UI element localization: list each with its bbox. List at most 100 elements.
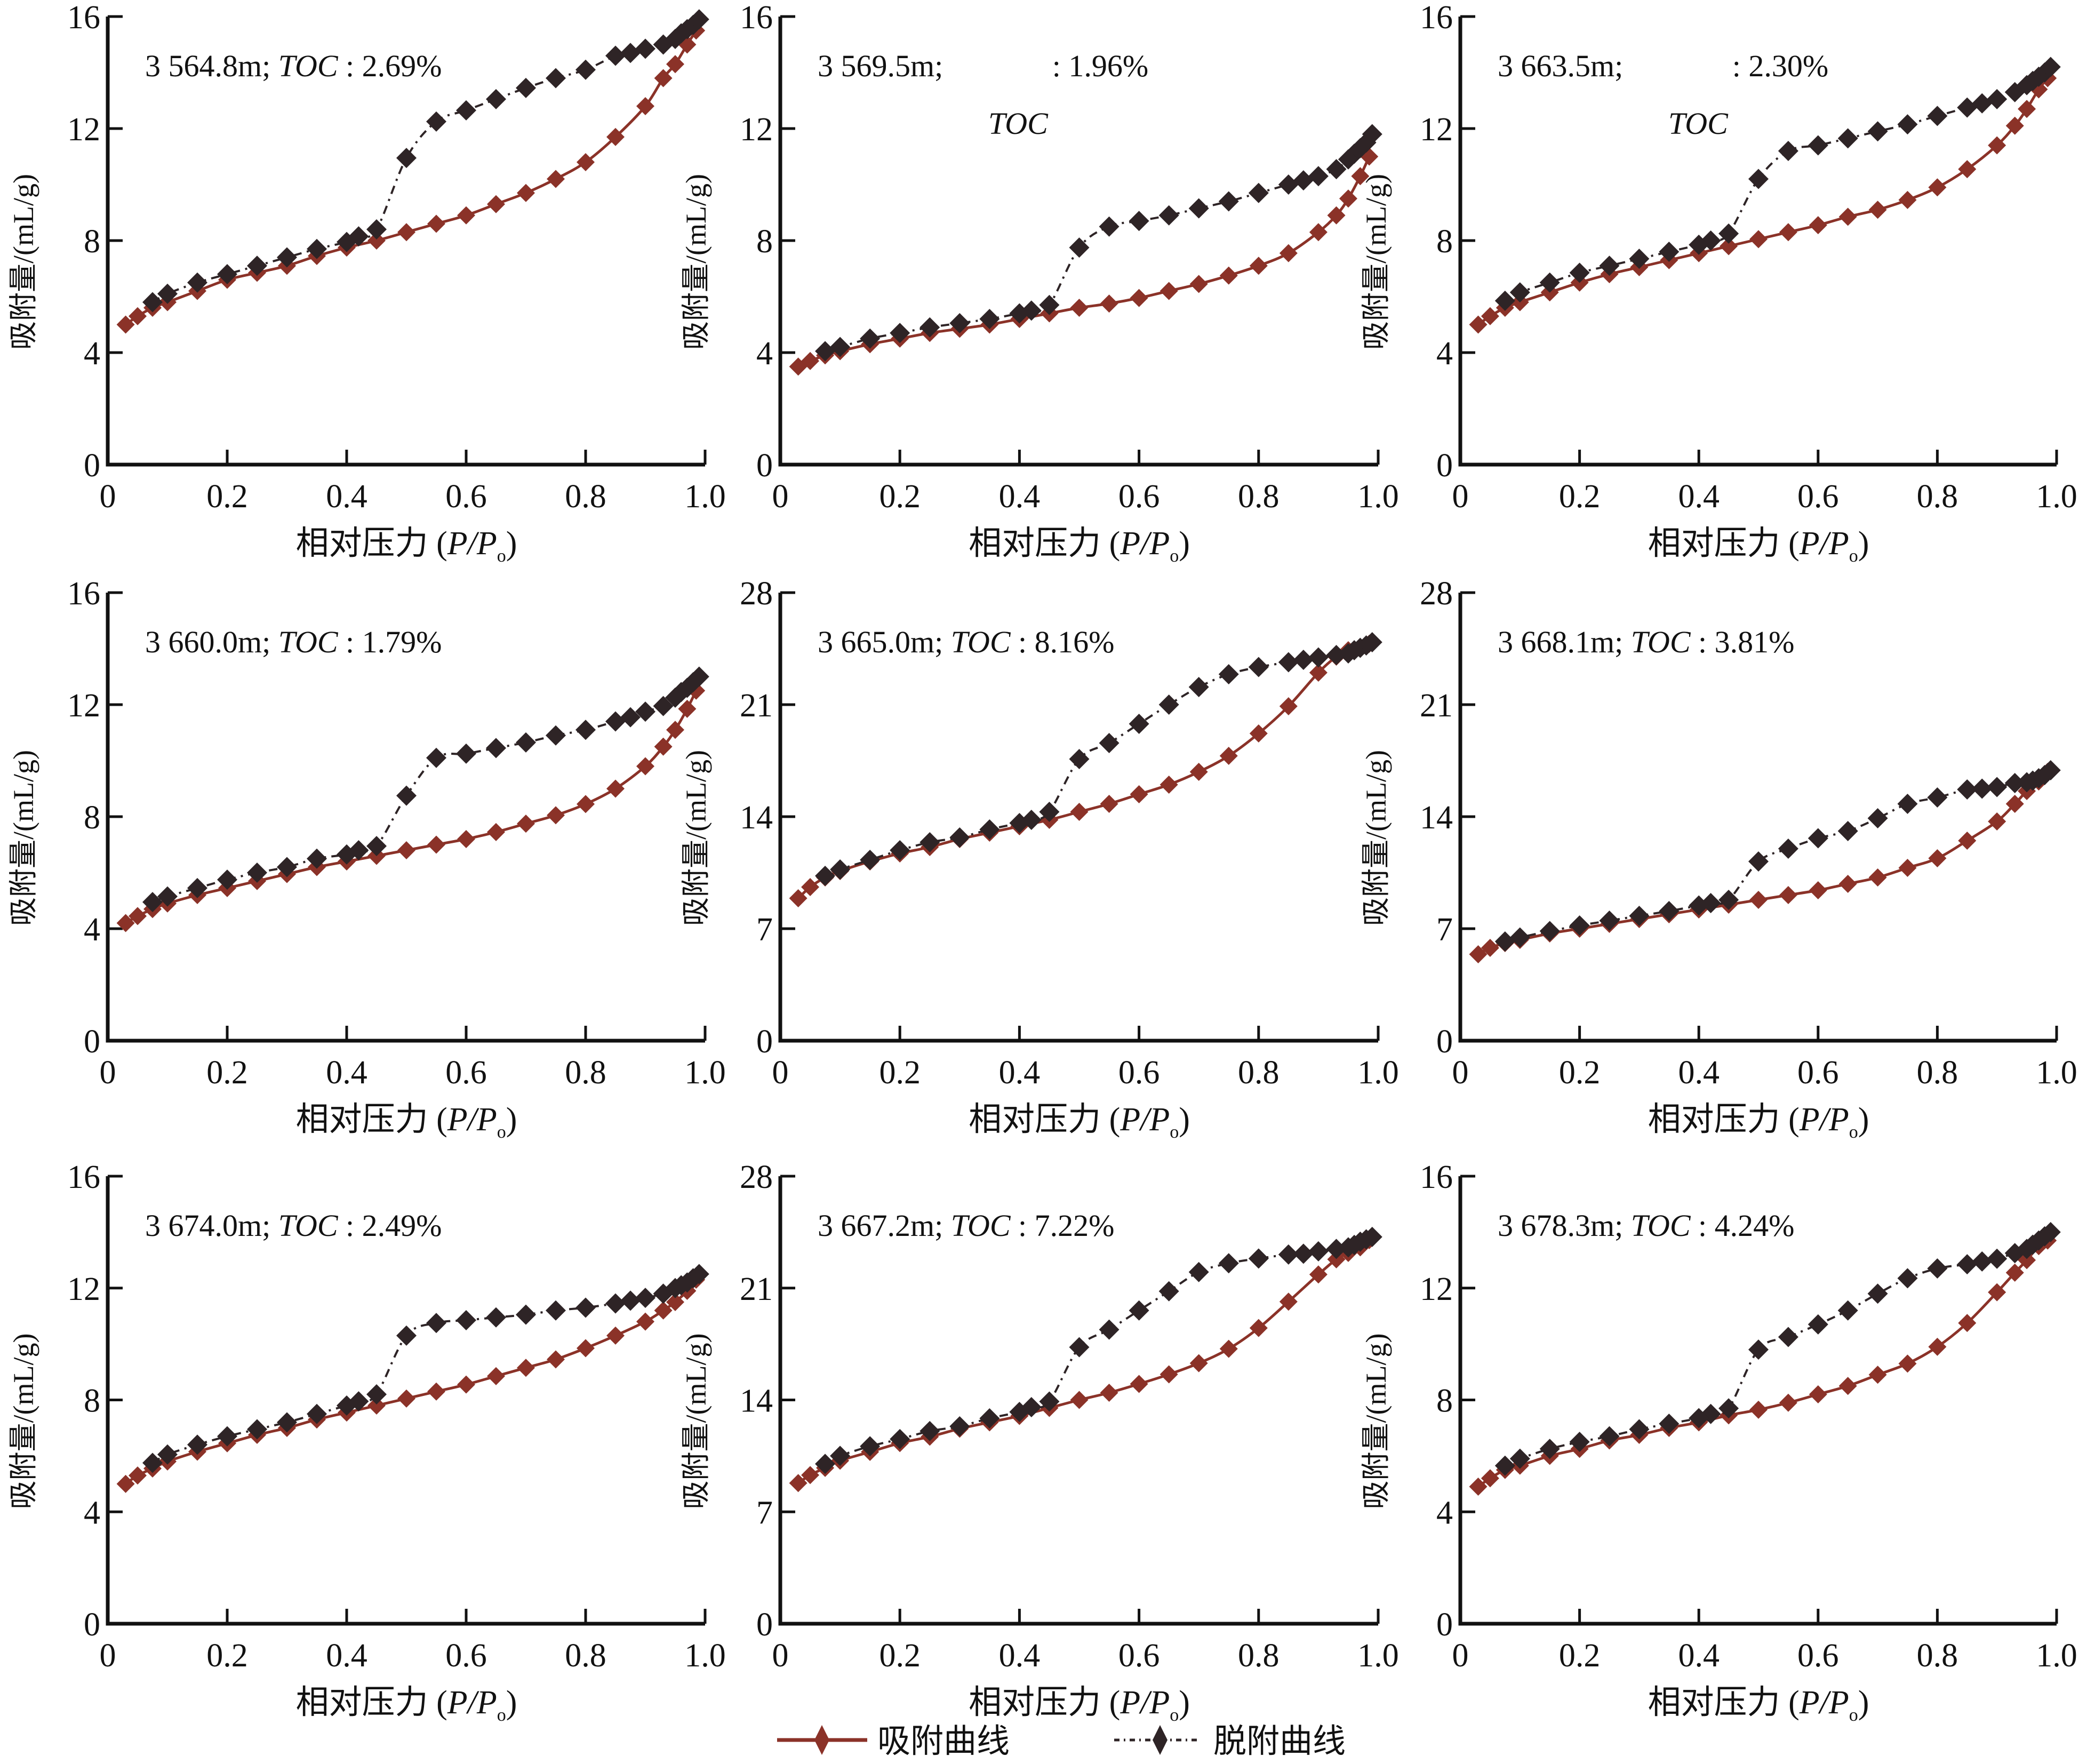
desorption-series (142, 1264, 709, 1473)
desorption-point (1748, 1339, 1769, 1360)
adsorption-point (1469, 315, 1488, 334)
desorption-point (1338, 149, 1358, 170)
desorption-point (1338, 643, 1358, 664)
isotherm-panel: 0 7 14 21 28 0 0.2 0.4 0.6 0.8 1.0 相对压力 (P/Po) 吸附量/(… (680, 1159, 1399, 1725)
adsorption-point (1779, 223, 1797, 242)
y-axis-label: 吸附量/(mL/g) (1360, 750, 1392, 926)
desorption-point (1326, 159, 1347, 180)
sample-annotation: 3 660.0m; TOC : 1.79% (145, 625, 442, 659)
y-axis-label: 吸附量/(mL/g) (7, 750, 39, 926)
desorption-point (1748, 169, 1769, 189)
desorption-point (815, 1454, 836, 1474)
adsorption-point (1898, 190, 1917, 209)
adsorption-point (487, 195, 505, 213)
legend-desorption-label: 脱附曲线 (1213, 1723, 1346, 1760)
adsorption-point (1988, 1283, 2006, 1302)
adsorption-point (1351, 167, 1370, 186)
adsorption-point (129, 307, 147, 325)
desorption-point (426, 747, 446, 768)
adsorption-point (636, 97, 654, 115)
desorption-point (546, 725, 566, 746)
x-tick-label: 0.6 (445, 478, 487, 515)
adsorption-point (1100, 795, 1118, 813)
desorption-point (815, 341, 836, 362)
desorption-point (366, 1384, 387, 1405)
sample-annotation: 3 668.1m; TOC : 3.81% (1498, 625, 1794, 659)
x-tick-label: 0.8 (1917, 478, 1958, 515)
sample-annotation: 3 564.8m; TOC : 2.69% (145, 49, 442, 83)
desorption-point (1293, 170, 1314, 191)
desorption-point (157, 283, 178, 304)
desorption-point (1338, 1237, 1358, 1258)
x-tick-label: 0.2 (206, 1638, 248, 1674)
desorption-point (1009, 1401, 1030, 1422)
desorption-point (2004, 82, 2025, 102)
x-tick-label: 0 (772, 1055, 789, 1091)
x-tick-label: 0.2 (879, 1055, 921, 1091)
y-tick-label: 8 (84, 1383, 100, 1419)
adsorption-point (1868, 1366, 1887, 1384)
x-tick-label: 0.2 (879, 1638, 921, 1674)
desorption-point (653, 1283, 674, 1304)
adsorption-point (1868, 201, 1887, 219)
y-axis-label: 吸附量/(mL/g) (7, 1334, 39, 1510)
x-tick-label: 0.6 (1797, 1638, 1839, 1674)
y-tick-label: 4 (1436, 336, 1453, 372)
desorption-series (815, 632, 1382, 886)
desorption-point (366, 219, 387, 240)
adsorption-point (1988, 812, 2006, 831)
adsorption-point (606, 779, 625, 798)
desorption-point (277, 247, 297, 268)
adsorption-point (801, 1466, 820, 1484)
adsorption-point (666, 55, 684, 74)
adsorption-point (1928, 1337, 1947, 1356)
isotherm-panel: 0 4 8 12 16 0 0.2 0.4 0.6 0.8 1.0 相对压力 (P/Po) 吸附量/(m… (1360, 1159, 2077, 1725)
adsorption-point (1469, 1478, 1488, 1496)
desorption-point (2004, 773, 2025, 793)
desorption-point (665, 687, 685, 708)
y-tick-label: 12 (67, 1271, 100, 1307)
desorption-point (456, 100, 476, 121)
adsorption-point (1160, 1365, 1178, 1384)
isotherm-panel: 0 4 8 12 16 0 0.2 0.4 0.6 0.8 1.0 相对压力 (P/Po) 吸附量/(m… (1360, 0, 2077, 566)
adsorption-point (1327, 206, 1346, 225)
desorption-point (1927, 106, 1948, 126)
desorption-point (142, 292, 163, 313)
adsorption-point (636, 757, 654, 776)
x-tick-label: 0.2 (879, 478, 921, 515)
y-axis-label: 吸附量/(mL/g) (680, 174, 712, 350)
desorption-point (1069, 237, 1090, 258)
desorption-point (1987, 1248, 2008, 1269)
desorption-point (1659, 242, 1680, 262)
y-tick-label: 12 (67, 111, 100, 148)
desorption-point (620, 707, 641, 728)
x-tick-label: 1.0 (2036, 1055, 2077, 1091)
adsorption-point (1160, 282, 1178, 300)
axes (1458, 593, 2057, 1043)
desorption-point (605, 711, 626, 732)
x-tick-label: 0.8 (1238, 478, 1280, 515)
desorption-point (1494, 1455, 1515, 1476)
sample-annotation: 3 663.5m; : 2.30% (1498, 49, 1828, 83)
isotherm-panel: 0 4 8 12 16 0 0.2 0.4 0.6 0.8 1.0 相对压力 (P/Po) 吸附量/(m… (7, 576, 726, 1142)
desorption-point (142, 1452, 163, 1473)
desorption-series (1494, 1222, 2061, 1476)
sample-annotation: 3 674.0m; TOC : 2.49% (145, 1208, 442, 1243)
desorption-point (1957, 1254, 1978, 1275)
adsorption-point (1309, 664, 1328, 682)
y-tick-label: 16 (67, 0, 100, 36)
adsorption-point (789, 889, 807, 907)
desorption-point (919, 1420, 940, 1441)
adsorption-point (1189, 1354, 1208, 1372)
adsorption-point (1958, 832, 1977, 850)
axes (778, 593, 1378, 1043)
desorption-point (337, 232, 357, 252)
y-tick-label: 7 (756, 912, 773, 948)
desorption-point (1659, 901, 1680, 921)
adsorption-point (1070, 1391, 1089, 1409)
y-tick-label: 21 (740, 1271, 773, 1307)
desorption-point (142, 892, 163, 913)
adsorption-point (1070, 803, 1089, 821)
adsorption-point (1279, 1292, 1298, 1311)
adsorption-point (457, 830, 475, 848)
